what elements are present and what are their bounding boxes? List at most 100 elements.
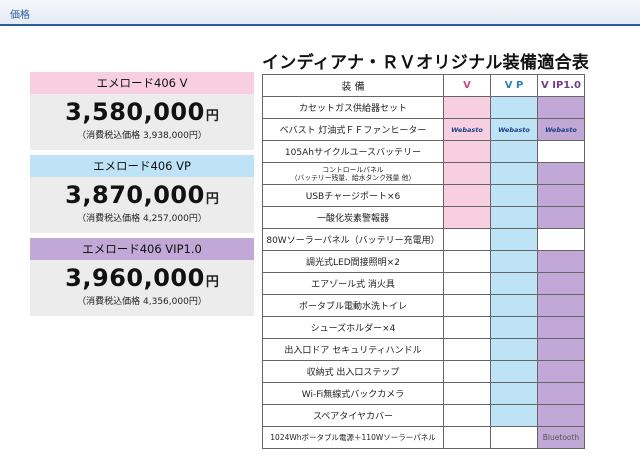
availability-cell-vip	[537, 184, 585, 207]
table-row: 収納式 出入口ステップ	[262, 360, 585, 383]
table-row: ポータブル電動水洗トイレ	[262, 294, 585, 317]
availability-cell-v	[443, 96, 491, 119]
availability-cell-vip	[537, 338, 585, 361]
price-main-vp: 3,870,000円	[30, 181, 254, 209]
equipment-name: 出入口ドア セキュリティハンドル	[262, 338, 444, 361]
availability-cell-vp	[490, 272, 538, 295]
price-unit-vip: 円	[205, 275, 219, 290]
price-value-v: 3,580,000	[65, 98, 205, 126]
table-row: USBチャージポート×6	[262, 184, 585, 207]
availability-cell-vp	[490, 96, 538, 119]
equipment-name: Wi-Fi無線式バックカメラ	[262, 382, 444, 405]
table-header-row: 装 備 V V P V IP1.0	[262, 74, 585, 97]
availability-cell-vip	[537, 140, 585, 163]
availability-cell-v	[443, 206, 491, 229]
availability-cell-vp	[490, 162, 538, 185]
availability-cell-vip	[537, 272, 585, 295]
availability-cell-vp	[490, 338, 538, 361]
webasto-logo: Webasto	[451, 125, 483, 134]
equipment-name: 1024Whポータブル電源＋110Wソーラーパネル	[262, 426, 444, 449]
availability-cell-vip	[537, 294, 585, 317]
price-box-vp: 3,870,000円 （消費税込価格 4,257,000円）	[30, 177, 254, 233]
table-row: 105Ahサイクルユースバッテリー	[262, 140, 585, 163]
availability-cell-vp	[490, 426, 538, 449]
table-row: シューズホルダー×4	[262, 316, 585, 339]
availability-cell-v	[443, 250, 491, 273]
equipment-name: USBチャージポート×6	[262, 184, 444, 207]
equipment-name: 105Ahサイクルユースバッテリー	[262, 140, 444, 163]
availability-cell-vip	[537, 206, 585, 229]
price-box-vip: 3,960,000円 （消費税込価格 4,356,000円）	[30, 260, 254, 316]
availability-cell-v	[443, 404, 491, 427]
availability-cell-v	[443, 316, 491, 339]
availability-cell-vp	[490, 140, 538, 163]
price-main-vip: 3,960,000円	[30, 264, 254, 292]
equipment-name: スペアタイヤカバー	[262, 404, 444, 427]
equipment-name: カセットガス供給器セット	[262, 96, 444, 119]
equipment-name-sub: （バッテリー残量、給水タンク残量 他）	[290, 173, 416, 182]
webasto-logo: Webasto	[498, 125, 530, 134]
price-box-v: 3,580,000円 （消費税込価格 3,938,000円）	[30, 94, 254, 150]
price-column: エメロード406 V 3,580,000円 （消費税込価格 3,938,000円…	[30, 72, 254, 321]
availability-cell-vp	[490, 250, 538, 273]
availability-cell-v	[443, 162, 491, 185]
availability-cell-v: Webasto	[443, 118, 491, 141]
table-row: 調光式LED間接照明×2	[262, 250, 585, 273]
availability-cell-vip: Bluetooth	[537, 426, 585, 449]
price-tax-vip: （消費税込価格 4,356,000円）	[77, 297, 207, 307]
price-tax-vp: （消費税込価格 4,257,000円）	[77, 214, 207, 224]
availability-cell-v	[443, 382, 491, 405]
table-row: 80Wソーラーパネル（バッテリー充電用）	[262, 228, 585, 251]
equipment-name: ベバスト 灯油式ＦＦファンヒーター	[262, 118, 444, 141]
equipment-name: 一酸化炭素警報器	[262, 206, 444, 229]
price-main-v: 3,580,000円	[30, 98, 254, 126]
availability-cell-v	[443, 272, 491, 295]
header-label: 価格	[10, 10, 30, 21]
availability-cell-v	[443, 140, 491, 163]
header-vip: V IP1.0	[537, 74, 585, 97]
availability-cell-vip	[537, 96, 585, 119]
webasto-logo: Webasto	[545, 125, 577, 134]
page-title: インディアナ・ＲＶオリジナル装備適合表	[262, 53, 590, 73]
price-tax-v: （消費税込価格 3,938,000円）	[77, 131, 207, 141]
availability-cell-vip	[537, 360, 585, 383]
price-value-vip: 3,960,000	[65, 264, 205, 292]
table-row: 一酸化炭素警報器	[262, 206, 585, 229]
header-v: V	[443, 74, 491, 97]
table-row: スペアタイヤカバー	[262, 404, 585, 427]
availability-cell-vip	[537, 316, 585, 339]
availability-cell-v	[443, 294, 491, 317]
availability-cell-vip	[537, 228, 585, 251]
table-row: カセットガス供給器セット	[262, 96, 585, 119]
availability-cell-v	[443, 360, 491, 383]
equipment-name: ポータブル電動水洗トイレ	[262, 294, 444, 317]
model-label-vp: エメロード406 VP	[30, 155, 254, 177]
header-vp: V P	[490, 74, 538, 97]
availability-cell-v	[443, 426, 491, 449]
availability-cell-vp	[490, 360, 538, 383]
equipment-name: シューズホルダー×4	[262, 316, 444, 339]
header-equipment: 装 備	[262, 74, 444, 97]
equipment-table: 装 備 V V P V IP1.0 カセットガス供給器セット ベバスト 灯油式ＦＦ…	[262, 74, 585, 449]
availability-cell-vip	[537, 382, 585, 405]
availability-cell-vp	[490, 316, 538, 339]
availability-cell-v	[443, 338, 491, 361]
table-row: エアゾール式 消火具	[262, 272, 585, 295]
equipment-name: エアゾール式 消火具	[262, 272, 444, 295]
availability-cell-vip	[537, 404, 585, 427]
price-value-vp: 3,870,000	[65, 181, 205, 209]
availability-cell-vp	[490, 294, 538, 317]
availability-cell-v	[443, 184, 491, 207]
model-label-vip: エメロード406 VIP1.0	[30, 238, 254, 260]
table-row: 1024Whポータブル電源＋110Wソーラーパネル Bluetooth	[262, 426, 585, 449]
table-row: コントロールパネル （バッテリー残量、給水タンク残量 他）	[262, 162, 585, 185]
price-unit-v: 円	[205, 109, 219, 124]
availability-cell-v	[443, 228, 491, 251]
availability-cell-vip	[537, 162, 585, 185]
table-row: ベバスト 灯油式ＦＦファンヒーター Webasto Webasto Webasto	[262, 118, 585, 141]
availability-cell-vp	[490, 404, 538, 427]
availability-cell-vp	[490, 228, 538, 251]
equipment-name-main: コントロールパネル	[322, 165, 384, 174]
table-body: カセットガス供給器セット ベバスト 灯油式ＦＦファンヒーター Webasto Weba…	[262, 96, 585, 449]
availability-cell-vip	[537, 250, 585, 273]
